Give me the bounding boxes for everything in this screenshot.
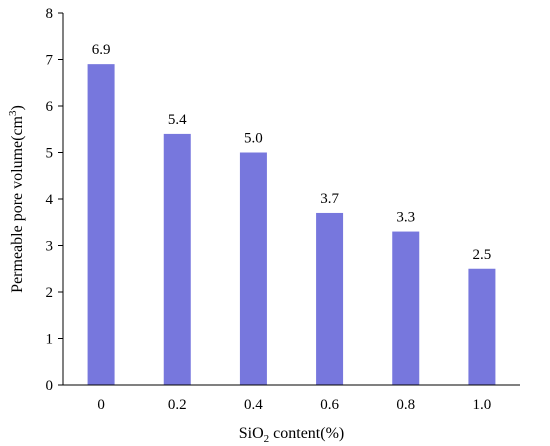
x-tick-label: 0.2: [168, 397, 187, 413]
bar-value-label: 2.5: [473, 247, 492, 263]
y-axis-title-close: ): [9, 105, 26, 110]
bar: [239, 152, 267, 385]
bar-value-label: 3.3: [396, 210, 415, 226]
bar: [87, 64, 115, 386]
bar-value-label: 5.0: [244, 131, 263, 147]
y-tick-label: 3: [46, 239, 54, 255]
y-tick-label: 8: [46, 6, 54, 22]
bars-group: [87, 64, 496, 386]
y-tick-label: 4: [46, 192, 54, 208]
y-tick-label: 6: [46, 99, 54, 115]
x-axis-ticks: 0 0.2 0.4 0.6 0.8 1.0: [97, 397, 491, 413]
x-axis-title-suffix: content(%): [269, 425, 344, 442]
bar-value-label: 5.4: [168, 112, 187, 128]
bar: [468, 268, 496, 385]
bar: [316, 212, 344, 385]
bar: [392, 231, 420, 385]
y-axis-title: Permeable pore volume(cm3): [7, 105, 26, 293]
y-tick-label: 5: [46, 146, 54, 162]
y-axis-ticks: 0 1 2 3 4 5 6 7 8: [46, 6, 63, 394]
y-tick-label: 7: [46, 53, 54, 69]
y-tick-label: 1: [46, 332, 54, 348]
x-tick-label: 0: [97, 397, 105, 413]
x-axis-title: SiO2 content(%): [239, 425, 344, 445]
y-axis-title-superscript: 3: [7, 110, 19, 116]
data-labels-group: 6.9 5.4 5.0 3.7 3.3 2.5: [92, 42, 492, 263]
x-axis-title-subscript: 2: [264, 433, 270, 445]
x-tick-label: 0.8: [396, 397, 415, 413]
bar-value-label: 3.7: [320, 191, 339, 207]
bar: [163, 133, 191, 385]
x-tick-label: 0.4: [244, 397, 263, 413]
bar-value-label: 6.9: [92, 42, 111, 58]
y-axis-title-text: Permeable pore volume(cm: [9, 115, 26, 292]
x-tick-label: 0.6: [320, 397, 339, 413]
x-tick-label: 1.0: [473, 397, 492, 413]
x-axis-title-prefix: SiO: [239, 425, 264, 442]
y-tick-label: 0: [46, 378, 54, 394]
y-tick-label: 2: [46, 285, 54, 301]
